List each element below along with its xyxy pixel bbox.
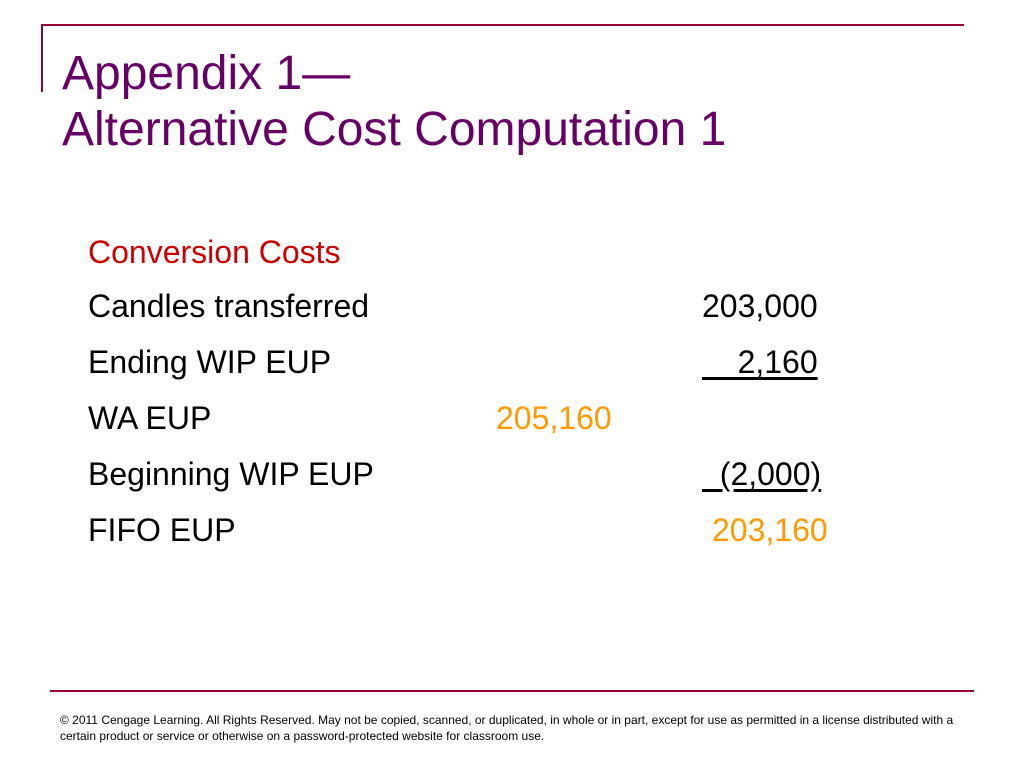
row-label: FIFO EUP [88, 512, 236, 548]
row-label: Ending WIP EUP [88, 344, 332, 380]
footer-rule [50, 690, 974, 692]
section-heading: Conversion Costs [88, 234, 341, 270]
slide-title: Appendix 1— Alternative Cost Computation… [62, 46, 726, 158]
slide-title-line-2: Alternative Cost Computation 1 [62, 103, 727, 156]
frame-top-rule [41, 24, 964, 26]
frame-left-rule [41, 24, 43, 92]
row-candles-transferred: Candles transferred 203,000 [88, 286, 868, 326]
row-value: 2,160 [702, 344, 818, 380]
row-beginning-wip-eup: Beginning WIP EUP (2,000) [88, 454, 868, 494]
row-value: 203,000 [702, 288, 818, 324]
row-fifo-eup: FIFO EUP 203,160 [88, 510, 868, 550]
row-value: 203,160 [712, 512, 828, 548]
row-label: WA EUP [88, 400, 212, 436]
slide-title-line-1: Appendix 1— [62, 47, 351, 100]
row-label: Candles transferred [88, 288, 370, 324]
copyright-footer: © 2011 Cengage Learning. All Rights Rese… [60, 713, 954, 743]
row-value: (2,000) [702, 456, 822, 492]
row-label: Beginning WIP EUP [88, 456, 374, 492]
row-wa-eup: WA EUP 205,160 [88, 398, 868, 438]
row-value: 205,160 [496, 400, 612, 436]
row-ending-wip-eup: Ending WIP EUP 2,160 [88, 342, 868, 382]
